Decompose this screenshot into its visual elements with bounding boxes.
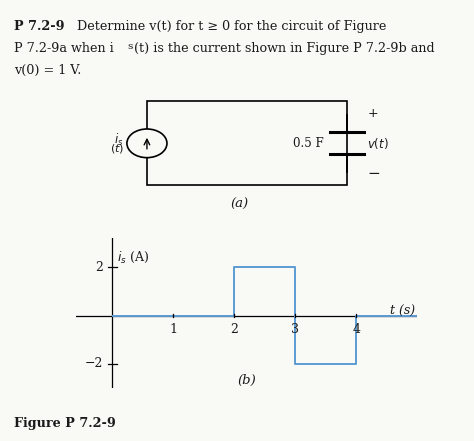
Text: 3: 3 bbox=[291, 323, 299, 336]
Text: $i_s$ (A): $i_s$ (A) bbox=[117, 250, 149, 265]
Text: 2: 2 bbox=[230, 323, 238, 336]
Text: 0.5 F: 0.5 F bbox=[293, 137, 324, 150]
Text: $(t)$: $(t)$ bbox=[109, 142, 124, 155]
Text: 2: 2 bbox=[95, 261, 103, 274]
Text: 1: 1 bbox=[169, 323, 177, 336]
Text: Figure P 7.2-9: Figure P 7.2-9 bbox=[14, 417, 116, 430]
Text: P 7.2-9: P 7.2-9 bbox=[14, 20, 65, 33]
Text: s: s bbox=[127, 42, 132, 51]
Text: (a): (a) bbox=[230, 198, 248, 210]
Text: $v(t)$: $v(t)$ bbox=[367, 136, 389, 151]
Bar bbox=[147, 101, 347, 185]
Text: t (s): t (s) bbox=[390, 306, 415, 318]
Text: Determine v(t) for t ≥ 0 for the circuit of Figure: Determine v(t) for t ≥ 0 for the circuit… bbox=[73, 20, 387, 33]
Text: P 7.2-9a when i: P 7.2-9a when i bbox=[14, 42, 114, 55]
Text: −2: −2 bbox=[85, 357, 103, 370]
Circle shape bbox=[127, 129, 167, 158]
Text: +: + bbox=[367, 107, 378, 120]
Text: (t) is the current shown in Figure P 7.2-9b and: (t) is the current shown in Figure P 7.2… bbox=[134, 42, 434, 55]
Text: v(0) = 1 V.: v(0) = 1 V. bbox=[14, 64, 82, 77]
Text: $i_s$: $i_s$ bbox=[114, 132, 124, 148]
Text: −: − bbox=[367, 165, 380, 181]
Text: (b): (b) bbox=[237, 374, 256, 387]
Text: 4: 4 bbox=[352, 323, 360, 336]
